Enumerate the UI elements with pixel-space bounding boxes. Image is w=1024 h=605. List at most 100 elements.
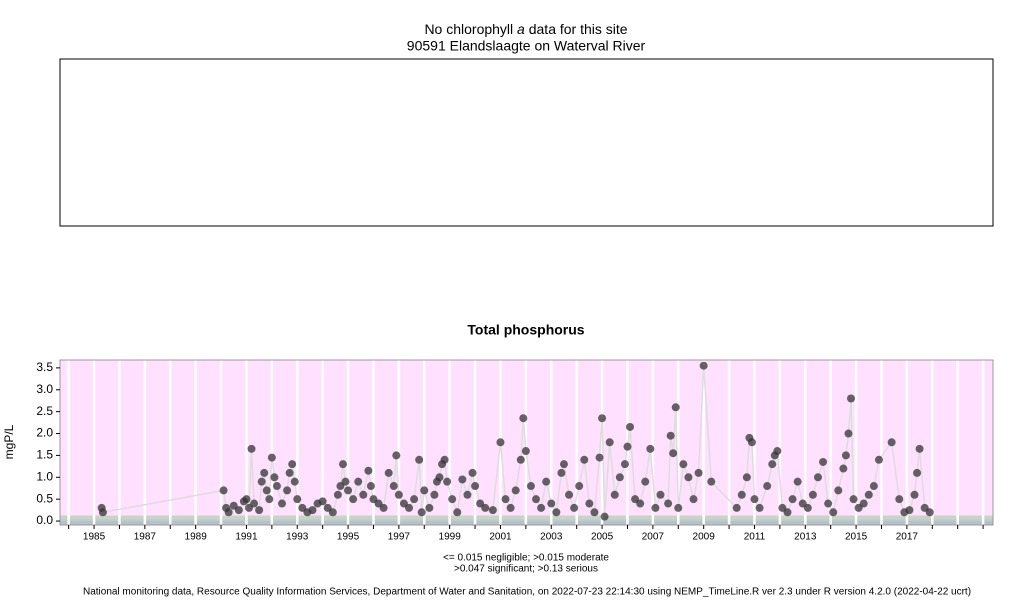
x-tick-label: 2009 bbox=[693, 532, 716, 543]
point bbox=[453, 508, 462, 517]
point bbox=[869, 482, 878, 491]
footer: National monitoring data, Resource Quali… bbox=[83, 587, 971, 598]
point bbox=[415, 455, 424, 464]
x-tick-label: 2011 bbox=[744, 532, 766, 543]
point bbox=[552, 508, 561, 517]
point bbox=[895, 495, 904, 504]
point bbox=[664, 499, 673, 508]
point bbox=[366, 482, 375, 491]
point bbox=[559, 460, 568, 469]
y-tick-label: 3.5 bbox=[36, 360, 53, 374]
point bbox=[224, 508, 233, 517]
point bbox=[468, 468, 477, 477]
point bbox=[463, 490, 472, 499]
point bbox=[610, 490, 619, 499]
point bbox=[435, 473, 444, 482]
y-tick-label: 0.0 bbox=[36, 513, 53, 527]
point bbox=[575, 482, 584, 491]
point bbox=[290, 477, 299, 486]
point bbox=[768, 460, 777, 469]
y-tick-label: 3.0 bbox=[36, 382, 53, 396]
point bbox=[458, 475, 467, 484]
point bbox=[318, 497, 327, 506]
x-tick-label: 1997 bbox=[388, 532, 411, 543]
x-tick-label: 2013 bbox=[794, 532, 817, 543]
point bbox=[260, 468, 269, 477]
x-tick-label: 1985 bbox=[83, 532, 106, 543]
point bbox=[344, 486, 353, 495]
point bbox=[689, 495, 698, 504]
point bbox=[328, 508, 337, 517]
point bbox=[913, 468, 922, 477]
point bbox=[270, 473, 279, 482]
point bbox=[669, 449, 678, 458]
point bbox=[742, 473, 751, 482]
point bbox=[844, 429, 853, 438]
point bbox=[847, 394, 856, 403]
point bbox=[598, 414, 607, 423]
point bbox=[333, 490, 342, 499]
x-tick-label: 1995 bbox=[337, 532, 360, 543]
point bbox=[841, 451, 850, 460]
point bbox=[308, 506, 317, 515]
point bbox=[615, 473, 624, 482]
point bbox=[481, 503, 490, 512]
point bbox=[250, 499, 259, 508]
point bbox=[674, 503, 683, 512]
point bbox=[267, 453, 276, 462]
point bbox=[219, 486, 228, 495]
chart-title: Total phosphorus bbox=[467, 322, 584, 338]
point bbox=[359, 490, 368, 499]
point bbox=[707, 477, 716, 486]
point bbox=[773, 447, 782, 456]
point bbox=[808, 490, 817, 499]
point bbox=[874, 455, 883, 464]
point bbox=[636, 499, 645, 508]
point bbox=[417, 508, 426, 517]
x-tick-label: 1993 bbox=[286, 532, 309, 543]
point bbox=[783, 508, 792, 517]
point bbox=[526, 482, 535, 491]
point bbox=[532, 495, 541, 504]
point bbox=[354, 477, 363, 486]
point bbox=[293, 495, 302, 504]
point bbox=[646, 444, 655, 453]
point bbox=[910, 490, 919, 499]
x-tick-label: 2005 bbox=[591, 532, 614, 543]
point bbox=[849, 495, 858, 504]
point bbox=[471, 482, 480, 491]
point bbox=[542, 477, 551, 486]
point bbox=[394, 490, 403, 499]
point bbox=[626, 422, 635, 431]
point bbox=[272, 482, 281, 491]
point bbox=[405, 503, 414, 512]
y-tick-label: 0.5 bbox=[36, 491, 53, 505]
x-tick-label: 1989 bbox=[185, 532, 208, 543]
point bbox=[242, 495, 251, 504]
point bbox=[420, 486, 429, 495]
x-tick-label: 2003 bbox=[540, 532, 563, 543]
point bbox=[732, 503, 741, 512]
point bbox=[285, 468, 294, 477]
point bbox=[819, 457, 828, 466]
point bbox=[671, 403, 680, 412]
point bbox=[257, 477, 266, 486]
point bbox=[506, 503, 515, 512]
point bbox=[488, 506, 497, 515]
point bbox=[537, 503, 546, 512]
x-tick-label: 2017 bbox=[896, 532, 919, 543]
point bbox=[98, 508, 107, 517]
point bbox=[410, 495, 419, 504]
point bbox=[763, 482, 772, 491]
point bbox=[338, 460, 347, 469]
point bbox=[570, 503, 579, 512]
point bbox=[750, 495, 759, 504]
point bbox=[234, 506, 243, 515]
point bbox=[364, 466, 373, 475]
point bbox=[651, 503, 660, 512]
point bbox=[925, 508, 934, 517]
point bbox=[247, 444, 256, 453]
x-tick-label: 1987 bbox=[134, 532, 157, 543]
point bbox=[255, 506, 264, 515]
